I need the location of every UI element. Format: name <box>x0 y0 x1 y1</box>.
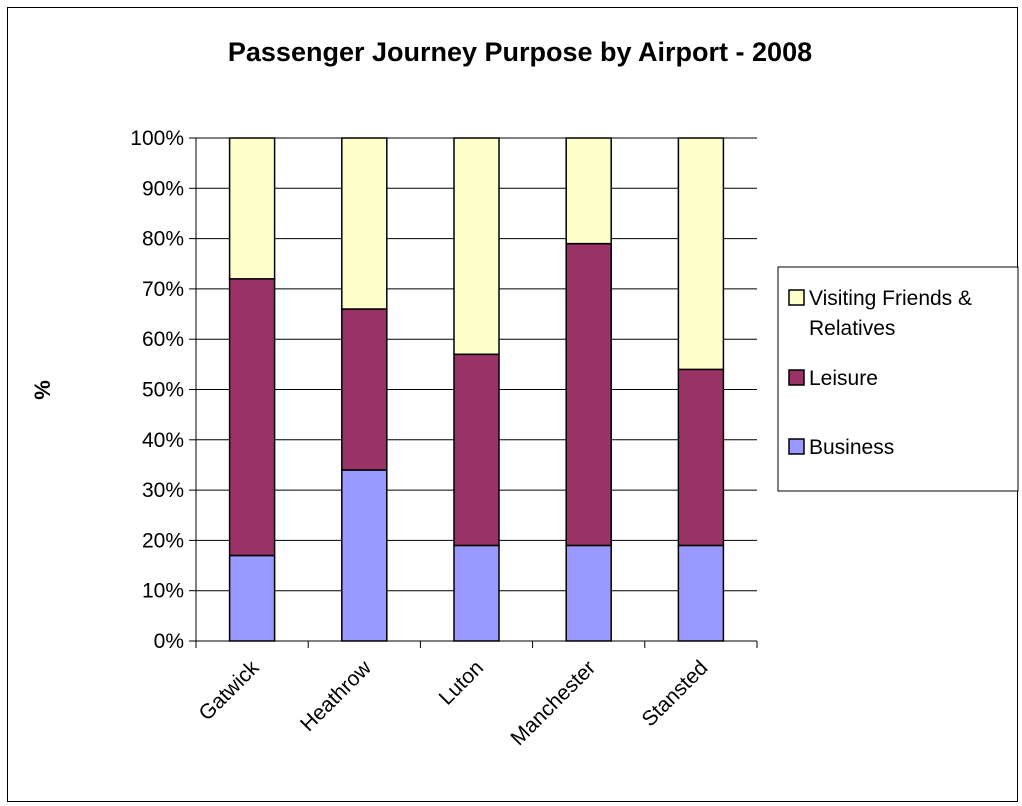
x-axis <box>195 640 758 648</box>
y-tick-labels: 0% 10% 20% 30% 40% 50% 60% 70% 80% 90% 100% <box>130 127 184 653</box>
bar-segment <box>341 137 388 310</box>
bar-segment <box>453 544 500 642</box>
y-tick-label: 50% <box>142 379 184 402</box>
bar-segment <box>228 554 276 642</box>
bar-segment <box>565 242 612 547</box>
x-tick-label: Manchester <box>506 656 600 750</box>
y-tick-label: 0% <box>154 630 184 653</box>
y-tick-label: 20% <box>142 529 184 552</box>
x-tick-labels: Gatwick Heathrow Luton Manchester Stansted <box>195 656 713 750</box>
bar-segment <box>565 137 612 245</box>
y-tick-label: 80% <box>142 228 184 251</box>
bar-segment <box>341 469 388 642</box>
bar-segment <box>453 353 500 547</box>
legend-box <box>777 266 1019 492</box>
legend-label: Visiting Friends & <box>809 287 972 310</box>
bar-segment <box>228 278 276 557</box>
x-tick-label: Luton <box>435 656 488 709</box>
legend-label: Business <box>809 436 894 459</box>
y-tick-label: 40% <box>142 429 184 452</box>
x-tick-label: Heathrow <box>296 656 376 736</box>
x-tick-label: Stansted <box>638 656 713 731</box>
legend-swatch <box>788 289 805 306</box>
legend-label: Leisure <box>809 367 878 390</box>
y-tick-label: 10% <box>142 580 184 603</box>
legend-swatch <box>788 438 805 455</box>
y-tick-label: 100% <box>130 127 184 150</box>
chart-title: Passenger Journey Purpose by Airport - 2… <box>228 37 812 67</box>
legend-label: Relatives <box>809 317 895 340</box>
y-axis <box>189 137 197 642</box>
y-tick-label: 60% <box>142 328 184 351</box>
bar-segment <box>677 137 725 371</box>
bar-segment <box>565 544 612 642</box>
legend-swatch <box>788 369 805 386</box>
y-tick-label: 30% <box>142 479 184 502</box>
legend: Visiting Friends & Relatives Leisure Busine… <box>777 266 1019 492</box>
bar-segment <box>453 137 500 356</box>
y-axis-label: % <box>30 380 55 400</box>
bar-segment <box>341 308 388 471</box>
bar-segment <box>677 368 725 547</box>
y-tick-label: 90% <box>142 177 184 200</box>
y-tick-label: 70% <box>142 278 184 301</box>
bar-segment <box>677 544 725 642</box>
x-tick-label: Gatwick <box>195 656 264 725</box>
bars <box>228 137 725 642</box>
bar-segment <box>228 137 276 280</box>
